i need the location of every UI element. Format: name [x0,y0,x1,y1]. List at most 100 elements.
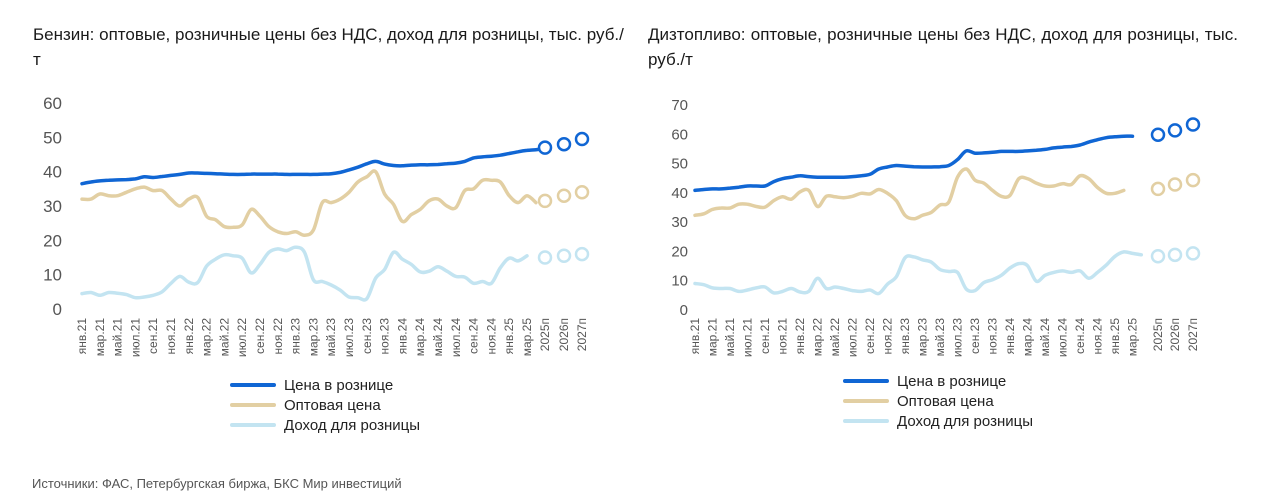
gasoline-chart: Бензин: оптовые, розничные цены без НДС,… [0,0,640,470]
diesel-chart-title: Дизтопливо: оптовые, розничные цены без … [648,25,1238,69]
legend-swatch-income [843,419,889,423]
y-tick-label: 10 [43,266,62,285]
y-tick-label: 50 [671,156,688,173]
legend-swatch-wholesale [230,403,276,407]
x-tick-label: янв.21 [75,318,89,355]
x-tick-label: июл.21 [128,318,142,357]
legend-swatch-retail [843,379,889,383]
x-tick-label: мар.24 [1021,318,1035,357]
forecast-point-retail [574,131,590,147]
x-tick-label: июл.24 [1056,318,1070,357]
series-line-wholesale [693,167,1126,221]
x-tick-label: май.24 [431,318,445,357]
forecast-point-wholesale [1150,181,1166,197]
y-tick-label: 60 [43,94,62,113]
x-tick-label: май.23 [933,318,947,357]
x-tick-label: мар.22 [200,318,214,357]
x-tick-label: мар.23 [916,318,930,357]
diesel-chart: Дизтопливо: оптовые, розничные цены без … [640,0,1281,470]
series-line-income [693,250,1144,296]
x-tick-label: июл.21 [741,318,755,357]
series-line-retail [693,134,1135,193]
forecast-point-retail [1150,127,1166,142]
forecast-point-wholesale [537,193,553,209]
y-tick-label: 0 [680,302,688,319]
x-tick-label: июл.24 [449,318,463,357]
x-tick-label: ноя.21 [776,318,790,355]
x-tick-label: янв.24 [395,318,409,355]
x-tick-label: янв.23 [289,318,303,355]
y-tick-label: 30 [671,214,688,231]
x-tick-label: мар.24 [413,318,427,357]
x-tick-label: янв.25 [1108,318,1122,355]
x-tick-label: сен.22 [863,318,877,354]
series-line-retail [80,146,547,186]
legend-label-income: Доход для розницы [897,412,1033,430]
forecast-point-income [556,248,572,264]
x-tick-label: мар.21 [706,318,720,357]
x-tick-label: янв.22 [793,318,807,355]
legend-item-wholesale: Оптовая цена [230,395,420,415]
x-tick-label: май.21 [111,318,125,357]
legend-item-income: Доход для розницы [843,411,1033,431]
gasoline-chart-legend: Цена в рознице Оптовая цена Доход для ро… [230,375,420,435]
forecast-point-wholesale [574,185,590,200]
x-tick-label: 2025п [538,318,552,351]
y-tick-label: 50 [43,128,62,147]
y-tick-label: 20 [43,231,62,250]
gasoline-chart-plot: 0 10 20 30 40 50 60 янв.21 мар.21 май.21 июл.21 сен… [43,94,590,357]
legend-label-retail: Цена в рознице [897,372,1007,390]
x-tick-label: сен.24 [1073,318,1087,354]
x-tick-label: ноя.21 [164,318,178,355]
x-tick-label: ноя.23 [378,318,392,355]
x-tick-label: май.23 [324,318,338,357]
forecast-point-retail [1167,123,1183,138]
diesel-chart-legend: Цена в рознице Оптовая цена Доход для ро… [843,371,1033,431]
forecast-point-retail [537,140,553,155]
x-tick-label: сен.23 [968,318,982,354]
legend-item-income: Доход для розницы [230,415,420,435]
x-tick-label: май.24 [1038,318,1052,357]
x-tick-label: май.22 [828,318,842,357]
x-tick-label: 2025п [1151,318,1165,351]
legend-swatch-retail [230,383,276,387]
series-line-wholesale [80,169,538,237]
forecast-point-wholesale [556,188,572,203]
gasoline-chart-title: Бензин: оптовые, розничные цены без НДС,… [33,25,624,69]
forecast-point-income [574,246,590,262]
x-tick-label: сен.21 [146,318,160,354]
legend-swatch-income [230,423,276,427]
x-tick-label: янв.21 [688,318,702,355]
x-tick-label: ноя.22 [271,318,285,355]
x-tick-label: ноя.24 [1091,318,1105,355]
forecast-point-retail [556,136,572,152]
y-tick-label: 0 [53,300,62,319]
x-tick-label: янв.22 [182,318,196,355]
forecast-point-income [1185,246,1201,261]
x-tick-label: 2026п [1168,318,1182,351]
y-tick-label: 10 [671,273,688,290]
x-tick-label: ноя.22 [881,318,895,355]
forecast-point-wholesale [1185,172,1201,188]
forecast-point-income [537,250,553,265]
x-tick-label: июл.23 [951,318,965,357]
x-tick-label: июл.22 [846,318,860,357]
x-tick-label: 2027п [575,318,589,351]
x-tick-label: май.21 [723,318,737,357]
forecast-point-wholesale [1167,177,1183,192]
y-tick-label: 40 [43,163,62,182]
x-tick-label: янв.23 [898,318,912,355]
legend-label-wholesale: Оптовая цена [284,396,381,414]
legend-swatch-wholesale [843,399,889,403]
y-tick-label: 30 [43,197,62,216]
y-tick-label: 40 [671,185,688,202]
legend-item-retail: Цена в рознице [843,371,1033,391]
x-tick-label: май.22 [217,318,231,357]
forecast-point-income [1150,249,1166,264]
y-tick-label: 70 [671,97,688,114]
x-tick-label: 2026п [557,318,571,351]
legend-label-wholesale: Оптовая цена [897,392,994,410]
y-tick-label: 60 [671,126,688,143]
x-tick-label: мар.25 [1126,318,1140,357]
